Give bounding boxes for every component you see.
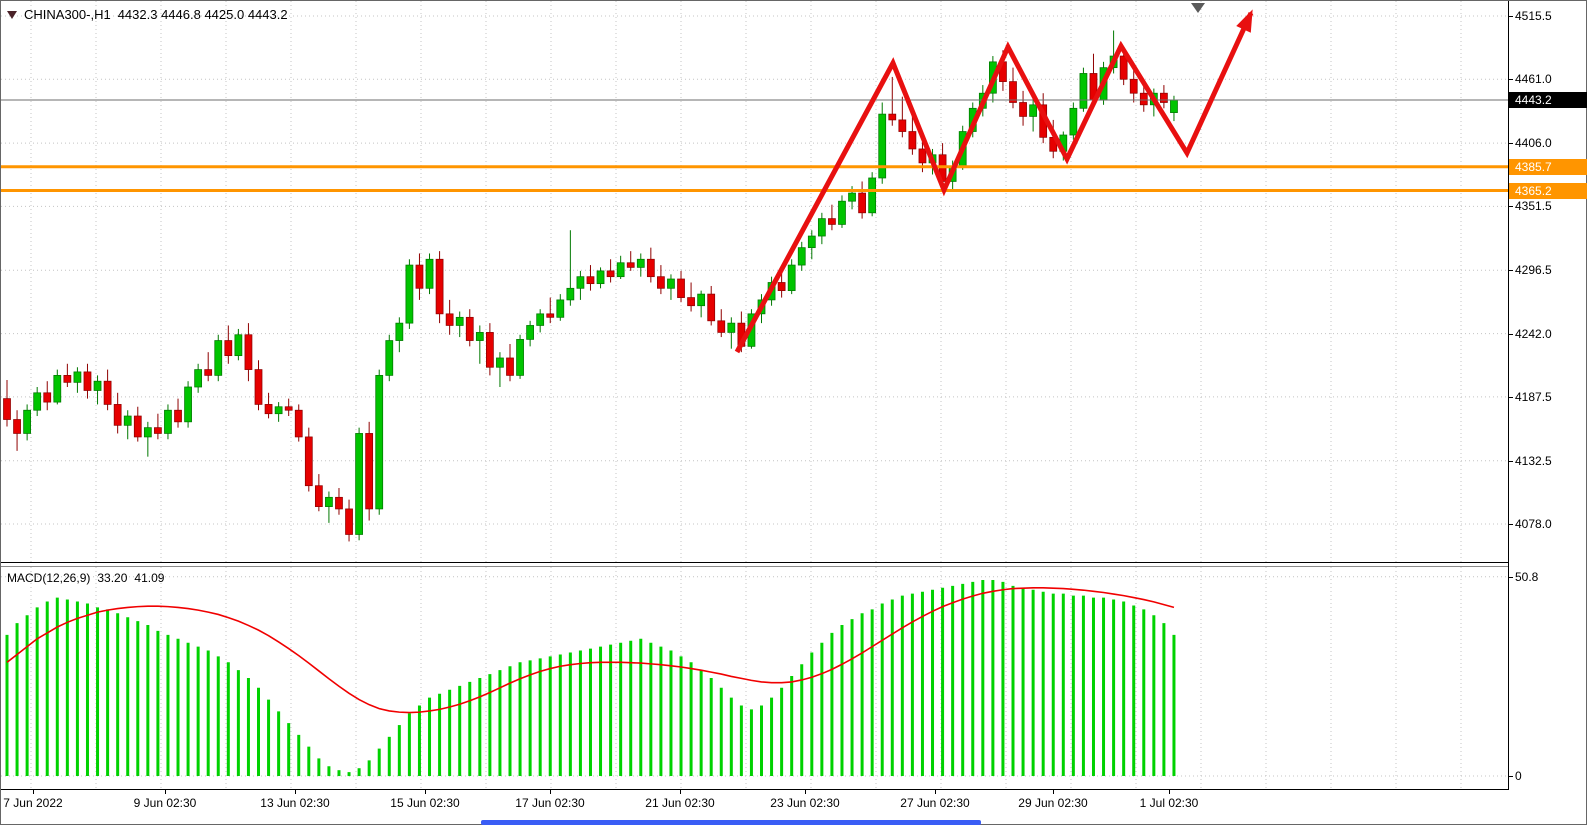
price-axis-tick — [1509, 206, 1513, 208]
price-axis[interactable]: 4515.5 4461.0 4406.0 4351.5 4296.5 4242.0 4187… — [1508, 1, 1587, 790]
time-axis[interactable]: 7 Jun 2022 9 Jun 02:30 13 Jun 02:30 15 Jun … — [1, 789, 1508, 819]
time-axis-label: 1 Jul 02:30 — [1139, 796, 1199, 810]
hline-price-badge[interactable]: 4365.2 — [1509, 182, 1587, 199]
time-axis-label: 29 Jun 02:30 — [1018, 796, 1088, 810]
price-axis-label: 4351.5 — [1515, 199, 1552, 214]
chart-shift-marker-icon[interactable] — [1191, 3, 1205, 13]
time-axis-label: 27 Jun 02:30 — [900, 796, 970, 810]
macd-axis-label: 0 — [1515, 769, 1522, 784]
symbol-period-label: CHINA300-,H1 — [24, 7, 111, 22]
price-axis-tick — [1509, 524, 1513, 526]
price-axis-tick — [1509, 79, 1513, 81]
time-axis-label: 15 Jun 02:30 — [390, 796, 460, 810]
macd-axis-label: 50.8 — [1515, 569, 1539, 584]
price-axis-tick — [1509, 15, 1513, 17]
price-axis-tick — [1509, 333, 1513, 335]
price-axis-tick — [1509, 143, 1513, 145]
hline-price-badge[interactable]: 4385.7 — [1509, 158, 1587, 175]
time-axis-label: 7 Jun 2022 — [3, 796, 63, 810]
time-axis-tick — [1169, 790, 1170, 794]
macd-signal-line — [6, 586, 1175, 714]
price-axis-tick — [1509, 460, 1513, 462]
macd-canvas[interactable] — [1, 567, 1508, 789]
price-axis-label: 4515.5 — [1515, 8, 1552, 23]
price-chart-canvas[interactable] — [1, 1, 1508, 562]
macd-signal-value: 41.09 — [134, 571, 165, 585]
time-axis-tick — [425, 790, 426, 794]
time-axis-tick — [295, 790, 296, 794]
macd-label: MACD(12,26,9) — [7, 571, 91, 585]
panel-divider[interactable] — [1, 562, 1586, 567]
bottom-scrollbar[interactable] — [481, 820, 981, 825]
main-gridlines — [1, 1, 1508, 562]
macd-histogram — [5, 579, 1176, 777]
time-axis-tick — [33, 790, 34, 794]
symbol-marker-icon — [7, 11, 17, 19]
time-axis-label: 9 Jun 02:30 — [133, 796, 197, 810]
trend-zigzag-annotation[interactable] — [734, 11, 1254, 354]
price-axis-label: 4242.0 — [1515, 326, 1552, 341]
chart-title: CHINA300-,H1 4432.3 4446.8 4425.0 4443.2 — [7, 7, 288, 22]
current-price-badge: 4443.2 — [1509, 91, 1587, 108]
price-axis-tick — [1509, 270, 1513, 272]
price-axis-label: 4187.5 — [1515, 389, 1552, 404]
price-axis-label: 4406.0 — [1515, 136, 1552, 151]
price-axis-label: 4461.0 — [1515, 72, 1552, 87]
time-axis-label: 23 Jun 02:30 — [770, 796, 840, 810]
macd-main-value: 33.20 — [97, 571, 128, 585]
price-axis-label: 4132.5 — [1515, 453, 1552, 468]
time-axis-tick — [935, 790, 936, 794]
time-axis-tick — [550, 790, 551, 794]
time-axis-label: 13 Jun 02:30 — [260, 796, 330, 810]
macd-title: MACD(12,26,9) 33.20 41.09 — [7, 571, 164, 585]
price-axis-label: 4078.0 — [1515, 517, 1552, 532]
time-axis-tick — [805, 790, 806, 794]
time-axis-label: 17 Jun 02:30 — [515, 796, 585, 810]
candles — [3, 30, 1178, 542]
time-axis-tick — [680, 790, 681, 794]
arrow-head-icon[interactable] — [1236, 9, 1253, 33]
time-axis-tick — [165, 790, 166, 794]
price-axis-tick — [1509, 396, 1513, 398]
price-axis-label: 4296.5 — [1515, 263, 1552, 278]
macd-axis-tick — [1509, 776, 1513, 778]
time-axis-label: 21 Jun 02:30 — [645, 796, 715, 810]
macd-axis-tick — [1509, 576, 1513, 578]
ohlc-values: 4432.3 4446.8 4425.0 4443.2 — [117, 7, 288, 22]
time-axis-tick — [1053, 790, 1054, 794]
